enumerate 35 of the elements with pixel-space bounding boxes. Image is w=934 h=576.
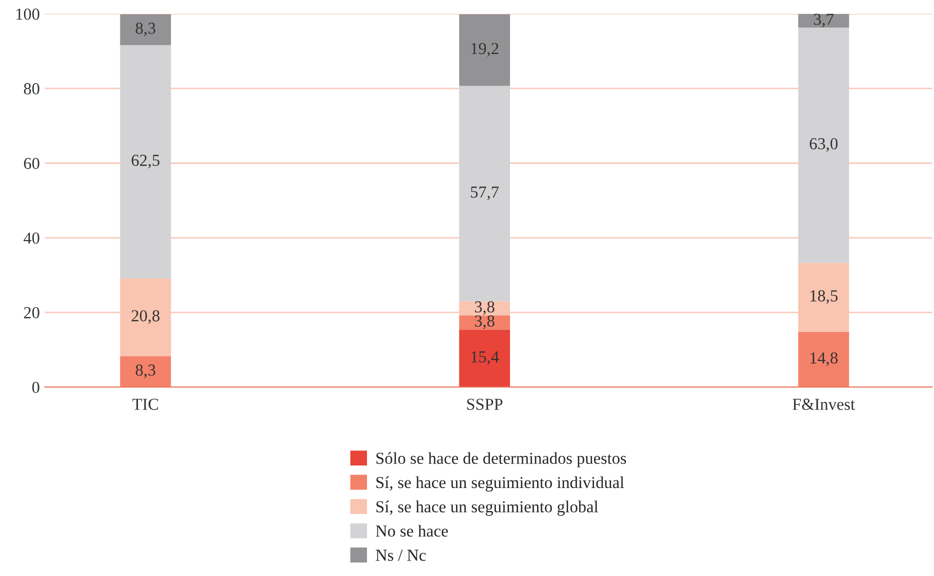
legend-label: No se hace	[376, 524, 448, 537]
x-tick-label: TIC	[132, 398, 158, 410]
bar	[459, 14, 510, 86]
data-label: 3,8	[474, 315, 494, 330]
data-label: 15,4	[471, 351, 499, 365]
y-tick-label: 80	[24, 83, 40, 94]
x-tick-label: F&Invest	[792, 398, 856, 410]
data-label: 3,7	[814, 14, 834, 28]
bar	[798, 14, 850, 28]
bar	[120, 45, 171, 278]
data-label: 8,3	[136, 364, 156, 378]
y-tick-label: 60	[24, 158, 40, 170]
bar	[459, 330, 510, 388]
data-label: 8,3	[136, 22, 156, 36]
y-tick-label: 20	[24, 307, 40, 318]
data-label: 57,7	[470, 186, 499, 200]
legend-label: Sí, se hace un seguimiento individual	[376, 476, 624, 492]
data-label: 63,0	[810, 138, 838, 152]
bar	[459, 315, 510, 330]
y-tick-label: 100	[16, 8, 40, 20]
data-label: 20,8	[132, 310, 160, 324]
bar	[120, 14, 171, 46]
data-label: 19,2	[471, 43, 498, 57]
y-tick-label: 0	[32, 382, 40, 394]
x-tick-label: SSPP	[467, 398, 502, 410]
data-label: 3,8	[474, 301, 494, 315]
legend-label: Ns / Nc	[376, 550, 426, 561]
bar	[459, 86, 510, 302]
data-label: 62,5	[132, 154, 160, 168]
data-label: 18,5	[810, 290, 838, 304]
data-label: 14,8	[810, 352, 838, 366]
legend-label: Sólo se hace de determinados puestos	[376, 452, 626, 468]
y-tick-label: 40	[24, 232, 40, 244]
bar	[798, 28, 850, 263]
legend-label: Sí, se hace un seguimiento global	[376, 500, 598, 516]
